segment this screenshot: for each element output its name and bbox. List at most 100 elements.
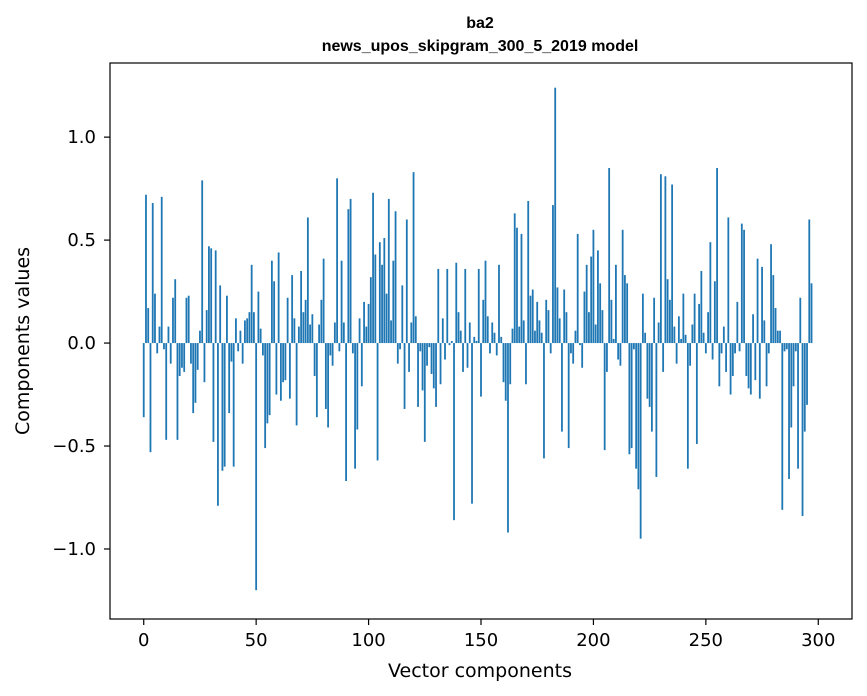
bar [147,308,150,344]
bar [288,343,291,399]
bar [232,343,235,467]
bar [475,341,478,344]
bar [322,258,325,344]
bar [774,308,777,344]
bar [167,326,170,344]
y-tick-label: −1.0 [52,539,96,560]
bar [628,343,631,455]
bar [695,343,698,444]
bar [174,279,177,344]
bar [257,291,260,344]
bar [716,168,718,344]
bar [624,275,626,344]
bar [731,343,734,377]
bar [214,250,217,344]
bar [594,324,597,344]
bar [561,343,563,432]
bar [410,322,413,344]
bar [297,326,300,344]
bar [347,209,350,344]
bar [358,318,361,344]
bar [473,336,476,344]
y-axis: −1.0 −0.5 0.0 0.5 1.0 [52,127,110,560]
y-tick-label: 0.0 [67,333,96,354]
bar [255,343,258,591]
bar [403,343,406,409]
bar [432,343,435,389]
bar [664,176,667,344]
bar [641,293,644,344]
bar [621,229,624,344]
bar [520,233,523,344]
bar [504,343,507,401]
bar [615,264,617,344]
bar [217,343,219,506]
bar [650,343,653,432]
bar [675,343,678,364]
y-tick-label: 0.5 [67,230,96,251]
bar [581,343,584,368]
bar [441,318,444,344]
bar [522,320,525,344]
bar [244,320,246,344]
bar [527,200,530,344]
bar [221,343,224,471]
bar [201,180,204,344]
bar [491,322,494,344]
bar [372,192,374,344]
bar [630,343,633,449]
bar [619,343,622,366]
bar [259,328,262,344]
bar [799,297,802,344]
bar [378,242,381,344]
bar [511,328,514,344]
bar [738,343,741,352]
bar [788,343,790,479]
bar [493,332,496,344]
bar [374,254,377,344]
bar [740,223,743,344]
bar [275,343,278,395]
bar [324,343,327,409]
bar [230,343,233,362]
bar [810,283,813,344]
bar [142,343,145,418]
bar [570,343,572,354]
bar [808,219,811,344]
bar [549,343,552,354]
x-tick-label: 300 [801,630,835,651]
bar [662,343,665,372]
bar [293,318,296,344]
bar [516,227,518,344]
bar [574,330,577,344]
bar [356,343,359,430]
bar [556,287,559,344]
bar [149,343,152,453]
bar [601,310,604,344]
bar [554,87,557,344]
bar [360,343,363,387]
bar [489,343,491,354]
bar [376,343,379,461]
bar [529,295,532,344]
bar [635,343,638,469]
bar [235,318,237,344]
bar [610,299,613,344]
bar-series [142,87,813,591]
bar [608,168,611,344]
bar [484,260,487,344]
bar [228,343,231,414]
bar [707,312,709,344]
bar [657,322,660,344]
bar [394,211,397,344]
bar [720,343,723,354]
bar [365,326,368,344]
bar [801,343,804,517]
bar [318,324,321,344]
bar [205,310,208,344]
bar [480,343,482,397]
chart-title-line2: news_upos_skipgram_300_5_2019 model [322,38,639,55]
y-tick-label: −0.5 [52,436,96,457]
bar [439,343,442,385]
bar [208,246,210,344]
